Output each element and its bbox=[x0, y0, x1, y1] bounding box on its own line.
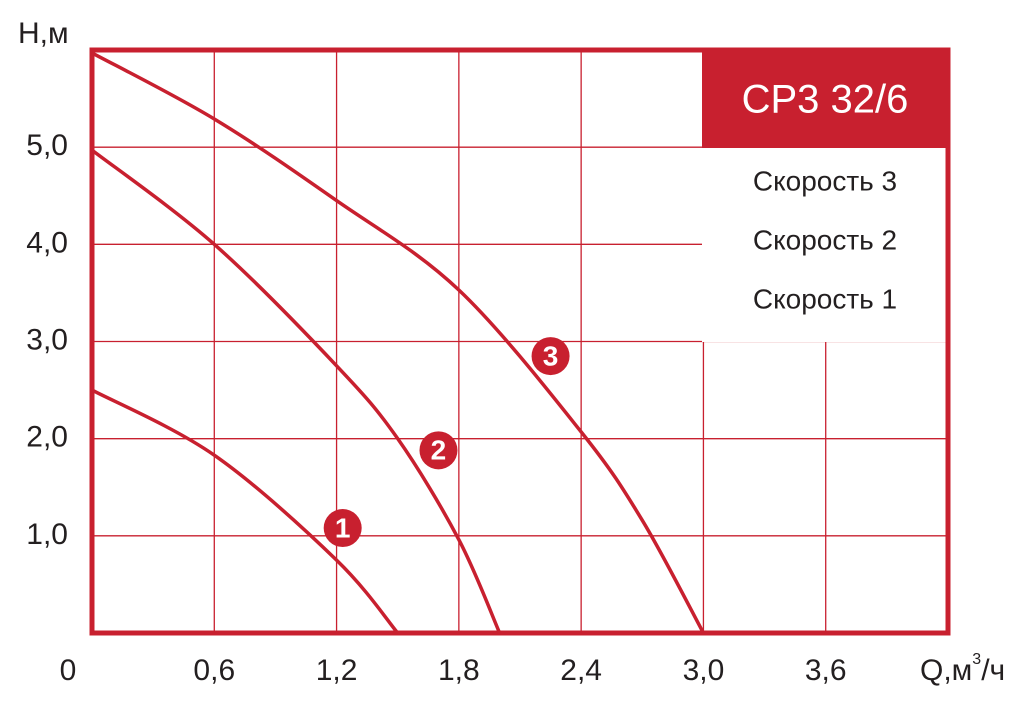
x-tick-label: 3,6 bbox=[805, 654, 847, 687]
y-tick-label: 1,0 bbox=[26, 518, 68, 551]
y-axis-label: Н,м bbox=[18, 17, 69, 50]
x-axis-label-tail: /ч bbox=[981, 654, 1005, 687]
x-tick-label: 0,6 bbox=[193, 654, 235, 687]
legend-label: Скорость 2 bbox=[753, 224, 897, 255]
y-tick-label: 5,0 bbox=[26, 129, 68, 162]
curve-marker-label: 3 bbox=[543, 340, 559, 371]
x-axis-label: Q,м3/ч bbox=[920, 651, 1005, 687]
y-tick-label: 2,0 bbox=[26, 421, 68, 454]
x-axis-label-text: Q,м bbox=[920, 654, 972, 687]
x-tick-label: 1,8 bbox=[438, 654, 480, 687]
y-tick-label: 3,0 bbox=[26, 323, 68, 356]
legend-label: Скорость 3 bbox=[753, 165, 897, 196]
x-tick-label: 1,2 bbox=[316, 654, 358, 687]
curve bbox=[91, 51, 705, 634]
title-box bbox=[702, 50, 948, 148]
x-tick-label: 3,0 bbox=[683, 654, 725, 687]
curve-marker bbox=[531, 337, 570, 376]
x-tick-label: 0 bbox=[60, 654, 77, 687]
x-tick-label: 2,4 bbox=[560, 654, 602, 687]
chart-title: СР3 32/6 bbox=[742, 78, 909, 122]
curve-marker-label: 2 bbox=[431, 435, 447, 466]
x-axis-label-sup: 3 bbox=[972, 651, 981, 668]
legend-label: Скорость 1 bbox=[753, 283, 897, 314]
curve bbox=[90, 148, 502, 634]
curve-marker bbox=[323, 509, 362, 548]
y-tick-label: 4,0 bbox=[26, 226, 68, 259]
curve-marker-label: 1 bbox=[335, 512, 351, 543]
curve bbox=[91, 388, 400, 635]
curve-marker bbox=[419, 431, 458, 470]
plot-frame bbox=[89, 47, 951, 636]
